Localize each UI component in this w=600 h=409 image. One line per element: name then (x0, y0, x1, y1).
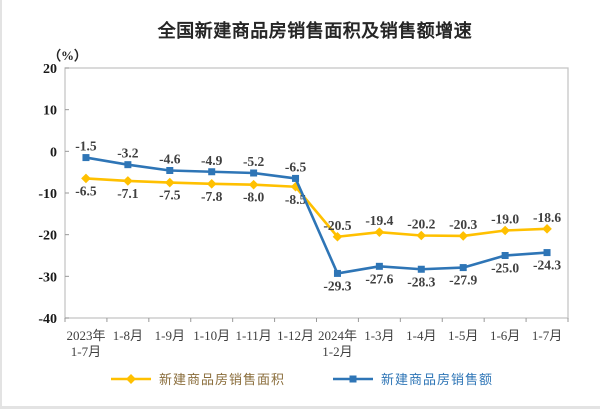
legend-item-sales-area: 新建商品房销售面积 (110, 369, 285, 388)
svg-text:1-3月: 1-3月 (364, 328, 394, 343)
svg-text:1-4月: 1-4月 (406, 328, 436, 343)
svg-text:-27.9: -27.9 (449, 273, 477, 288)
svg-text:-24.3: -24.3 (533, 258, 561, 273)
svg-text:-19.0: -19.0 (491, 212, 519, 227)
legend-label-sales-amount: 新建商品房销售额 (381, 372, 494, 387)
svg-text:-3.2: -3.2 (117, 146, 139, 161)
svg-text:-4.9: -4.9 (201, 153, 223, 168)
svg-text:-6.5: -6.5 (285, 159, 307, 174)
svg-text:-8.5: -8.5 (285, 192, 307, 207)
svg-text:-20.3: -20.3 (449, 217, 477, 232)
svg-text:1-11月: 1-11月 (235, 328, 271, 343)
unit-percent-label: （%） (48, 48, 88, 63)
legend-marker-sales-area-icon (110, 373, 151, 384)
svg-text:-28.3: -28.3 (407, 274, 435, 289)
svg-text:-4.6: -4.6 (159, 152, 181, 167)
svg-text:-8.0: -8.0 (243, 190, 265, 205)
svg-text:-27.6: -27.6 (365, 271, 393, 286)
svg-text:-7.5: -7.5 (159, 188, 181, 203)
svg-text:-25.0: -25.0 (491, 261, 519, 276)
svg-text:-20: -20 (38, 229, 57, 244)
svg-text:1-8月: 1-8月 (113, 328, 143, 343)
svg-text:-18.6: -18.6 (533, 210, 561, 225)
svg-text:-30: -30 (38, 270, 57, 285)
svg-text:2023年: 2023年 (66, 328, 105, 343)
svg-text:0: 0 (50, 145, 57, 160)
svg-text:1-7月: 1-7月 (532, 328, 562, 343)
svg-text:1-9月: 1-9月 (155, 328, 185, 343)
chart-legend: 新建商品房销售面积 新建商品房销售额 (2, 369, 600, 388)
svg-text:-40: -40 (38, 312, 57, 327)
svg-text:10: 10 (43, 104, 57, 119)
svg-text:-5.2: -5.2 (243, 154, 265, 169)
legend-item-sales-amount: 新建商品房销售额 (333, 369, 493, 388)
svg-text:1-6月: 1-6月 (490, 328, 520, 343)
svg-text:-29.3: -29.3 (323, 278, 351, 293)
svg-text:-20.5: -20.5 (323, 218, 351, 233)
svg-text:2024年: 2024年 (318, 328, 357, 343)
legend-marker-sales-amount-icon (333, 375, 373, 382)
svg-text:1-12月: 1-12月 (277, 328, 314, 343)
svg-text:-19.4: -19.4 (365, 213, 393, 228)
chart-title: 全国新建商品房销售面积及销售额增速 (157, 21, 473, 41)
svg-text:-1.5: -1.5 (75, 139, 97, 154)
svg-text:1-5月: 1-5月 (448, 328, 478, 343)
svg-text:-10: -10 (38, 187, 57, 202)
svg-text:-6.5: -6.5 (75, 183, 97, 198)
svg-text:-20.2: -20.2 (407, 217, 435, 232)
svg-text:20: 20 (43, 62, 57, 77)
svg-text:1-10月: 1-10月 (193, 328, 230, 343)
svg-text:1-2月: 1-2月 (322, 344, 352, 359)
svg-text:-7.8: -7.8 (201, 189, 223, 204)
legend-label-sales-area: 新建商品房销售面积 (158, 372, 285, 387)
svg-text:1-7月: 1-7月 (71, 344, 101, 359)
svg-text:-7.1: -7.1 (117, 186, 139, 201)
